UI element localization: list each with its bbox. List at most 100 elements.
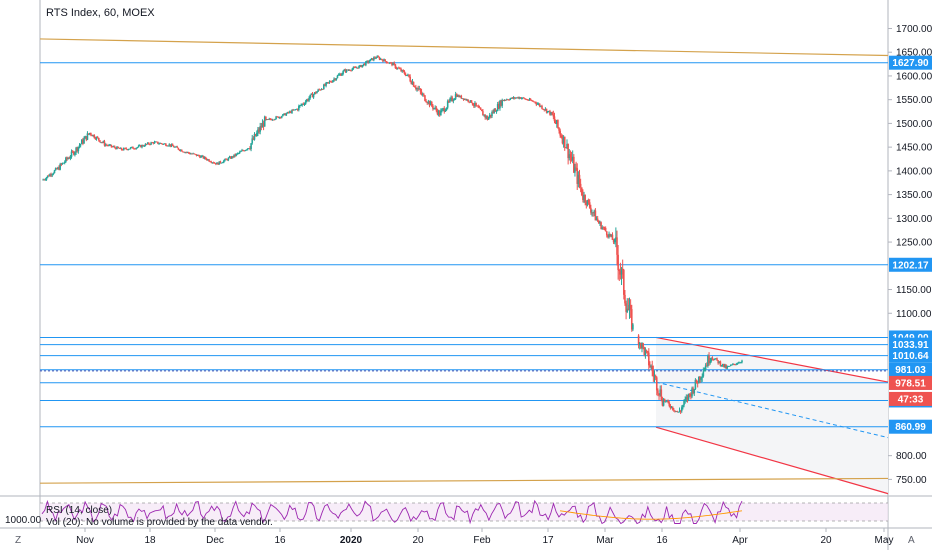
candle-body bbox=[174, 146, 176, 148]
candle-body bbox=[266, 119, 268, 120]
candle-body bbox=[498, 104, 500, 109]
candle-body bbox=[100, 142, 102, 143]
candle-body bbox=[337, 74, 340, 76]
candle-body bbox=[516, 97, 518, 99]
candle-body bbox=[708, 355, 710, 363]
candle-body bbox=[521, 97, 524, 99]
candle-body bbox=[709, 360, 711, 363]
price-level-label-bg bbox=[889, 55, 932, 70]
candle-body bbox=[180, 149, 183, 152]
candle-body bbox=[570, 157, 573, 161]
candle-body bbox=[513, 97, 516, 99]
candle-body bbox=[700, 377, 702, 380]
candle-body bbox=[258, 129, 260, 132]
channel-lower-line bbox=[655, 426, 889, 495]
candle-body bbox=[393, 62, 396, 65]
x-tick-label: 16 bbox=[274, 535, 286, 546]
candle-body bbox=[399, 68, 401, 70]
x-tick-label: 20 bbox=[412, 535, 424, 546]
candle-body bbox=[590, 207, 592, 213]
price-level-label: 1010.64 bbox=[892, 351, 929, 362]
candle-body bbox=[467, 99, 469, 102]
candle-body bbox=[216, 162, 218, 165]
candle-body bbox=[608, 233, 610, 238]
x-tick-label: 2020 bbox=[340, 535, 363, 546]
candle-body bbox=[583, 195, 585, 200]
candle-body bbox=[348, 70, 350, 71]
candle-body bbox=[293, 109, 296, 111]
candle-body bbox=[282, 114, 284, 117]
candle-body bbox=[130, 146, 133, 148]
candle-body bbox=[375, 57, 377, 59]
candle-body bbox=[115, 147, 117, 150]
auto-scale-button[interactable]: A bbox=[908, 535, 915, 546]
candle-body bbox=[129, 147, 132, 149]
candle-body bbox=[323, 84, 325, 90]
candle-body bbox=[126, 149, 129, 150]
candle-body bbox=[217, 162, 219, 165]
candle-body bbox=[325, 82, 327, 86]
candle-body bbox=[280, 116, 283, 118]
candle-body bbox=[726, 366, 729, 369]
candle-body bbox=[88, 132, 91, 135]
price-level-label-bg bbox=[889, 419, 932, 434]
rsi-line bbox=[41, 499, 743, 525]
candle-body bbox=[66, 157, 68, 160]
candle-body bbox=[727, 366, 730, 367]
candle-body bbox=[573, 156, 575, 173]
candle-body bbox=[146, 142, 149, 145]
candle-body bbox=[711, 357, 714, 360]
x-tick-label: 16 bbox=[656, 535, 668, 546]
candle-body bbox=[134, 148, 136, 150]
candle-body bbox=[598, 221, 600, 224]
candle-body bbox=[449, 98, 451, 102]
candle-body bbox=[232, 156, 234, 158]
candle-body bbox=[690, 393, 692, 397]
candle-body bbox=[316, 91, 318, 94]
candle-body bbox=[292, 109, 294, 111]
candle-body bbox=[329, 81, 332, 83]
candle-body bbox=[311, 93, 314, 98]
candle-body bbox=[310, 93, 313, 95]
candle-body bbox=[233, 154, 235, 158]
candle-body bbox=[205, 158, 208, 161]
timezone-button[interactable]: Z bbox=[15, 535, 22, 546]
candle-body bbox=[546, 111, 549, 113]
candle-body bbox=[678, 411, 681, 412]
candle-body bbox=[574, 167, 576, 173]
candle-body bbox=[578, 174, 581, 184]
y-tick-label: 1650.00 bbox=[896, 48, 932, 59]
candle-body bbox=[133, 148, 135, 150]
candle-body bbox=[729, 364, 732, 367]
x-tick-label: 20 bbox=[820, 535, 832, 546]
candle-body bbox=[192, 153, 194, 155]
candle-body bbox=[235, 153, 238, 156]
candle-body bbox=[485, 116, 488, 118]
candle-body bbox=[202, 155, 205, 159]
candle-body bbox=[650, 365, 652, 367]
candle-body bbox=[104, 144, 107, 146]
candle-body bbox=[213, 162, 216, 164]
candle-body bbox=[400, 68, 402, 72]
candle-body bbox=[642, 343, 644, 348]
candle-body bbox=[692, 388, 694, 394]
candle-body bbox=[142, 145, 144, 147]
candle-body bbox=[309, 94, 311, 99]
y-tick-label: 1300.00 bbox=[896, 214, 932, 225]
candle-body bbox=[544, 108, 547, 110]
candle-body bbox=[441, 109, 443, 111]
candle-body bbox=[629, 304, 632, 310]
candle-body bbox=[482, 111, 484, 116]
candle-body bbox=[83, 138, 85, 144]
candle-body bbox=[418, 88, 421, 90]
candle-body bbox=[60, 163, 63, 165]
candle-body bbox=[193, 153, 196, 155]
candle-body bbox=[712, 359, 715, 361]
candle-body bbox=[666, 400, 668, 402]
candle-body bbox=[57, 167, 59, 170]
candle-body bbox=[173, 146, 175, 148]
candle-body bbox=[453, 98, 456, 101]
candle-body bbox=[354, 67, 357, 69]
candle-body bbox=[279, 116, 282, 118]
